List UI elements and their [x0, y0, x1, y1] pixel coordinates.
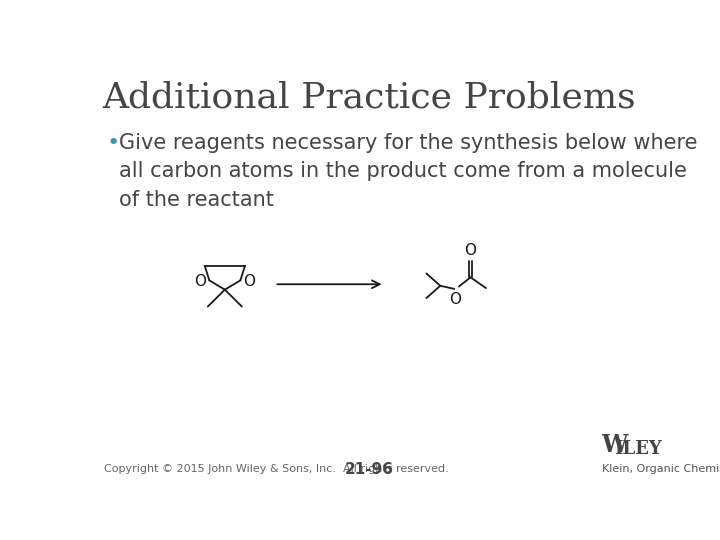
- Text: Copyright © 2015 John Wiley & Sons, Inc.  All rights reserved.: Copyright © 2015 John Wiley & Sons, Inc.…: [104, 464, 449, 474]
- Text: W: W: [601, 434, 628, 457]
- Text: Additional Practice Problems: Additional Practice Problems: [102, 80, 636, 114]
- Text: ILEY: ILEY: [614, 440, 662, 457]
- Text: •: •: [107, 132, 120, 153]
- Text: O: O: [194, 274, 206, 289]
- Text: O: O: [243, 274, 256, 289]
- Text: O: O: [449, 292, 461, 307]
- Text: Klein, Organic Chemistry 2e: Klein, Organic Chemistry 2e: [601, 464, 720, 474]
- Text: 21-96: 21-96: [344, 462, 394, 477]
- Text: Give reagents necessary for the synthesis below where
all carbon atoms in the pr: Give reagents necessary for the synthesi…: [119, 132, 697, 210]
- Text: O: O: [464, 243, 477, 258]
